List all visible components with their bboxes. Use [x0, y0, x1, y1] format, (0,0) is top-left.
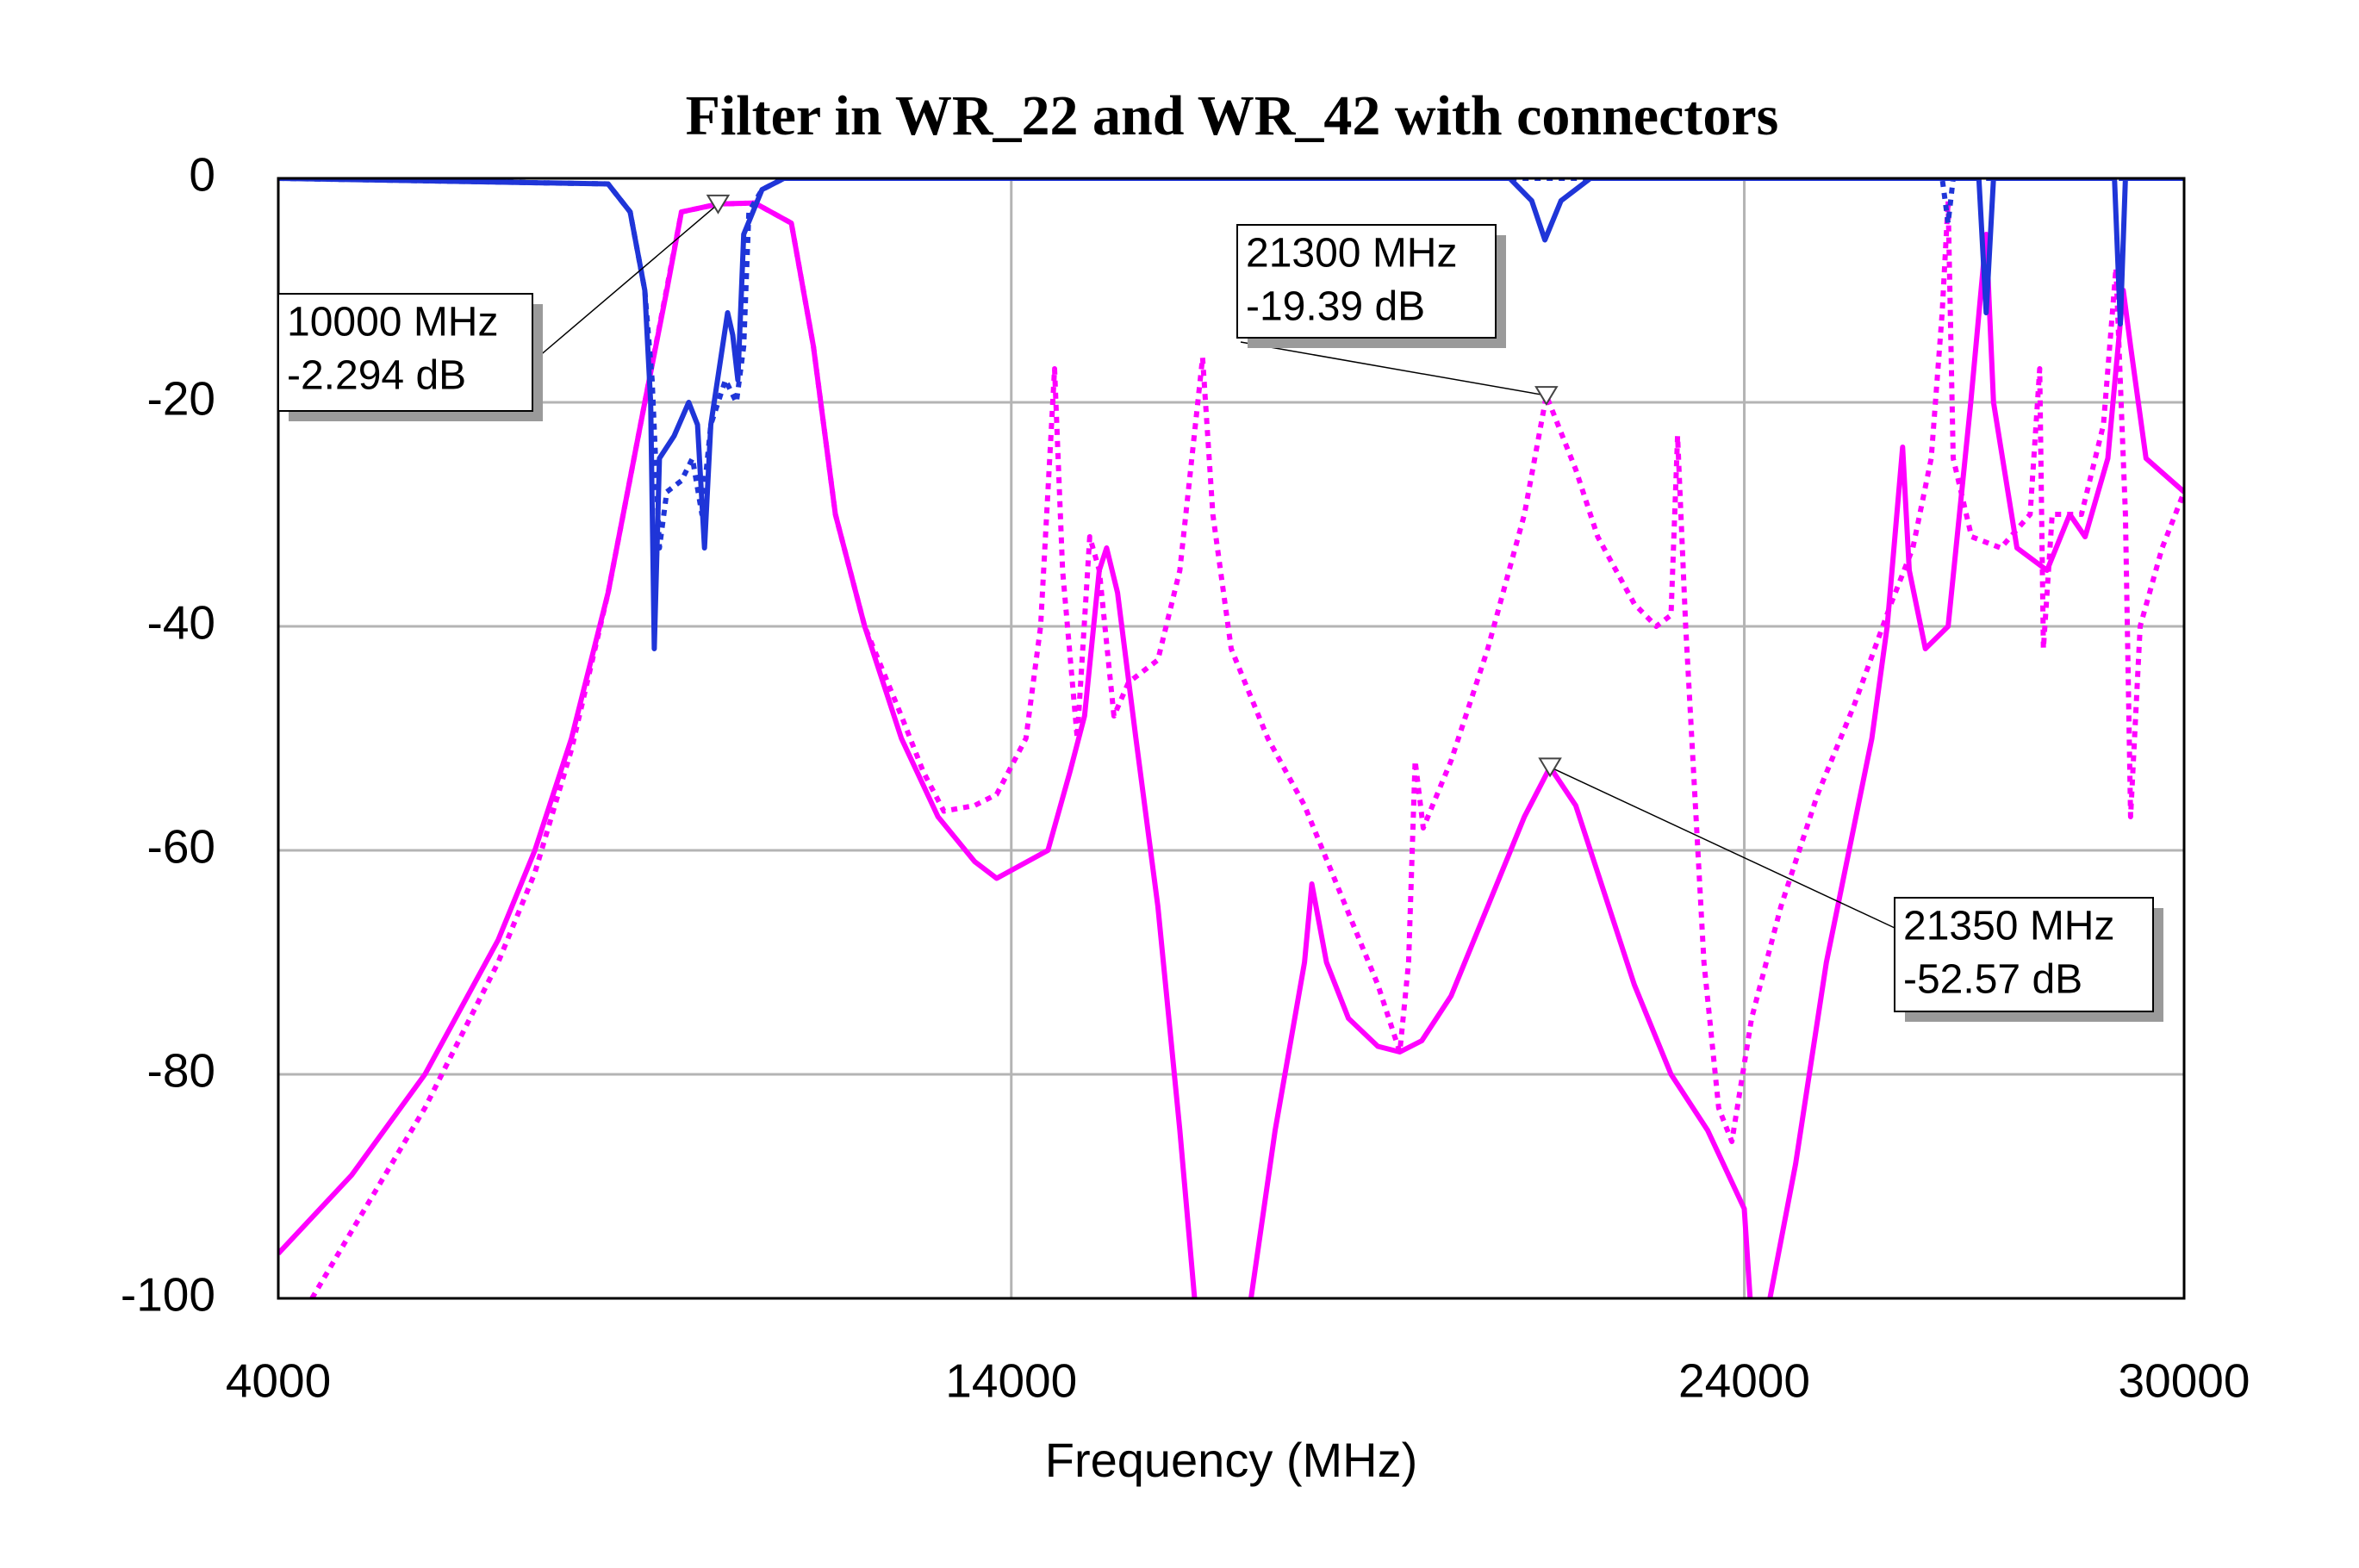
leader-line	[532, 203, 719, 363]
marker	[1534, 386, 1559, 407]
annotation-text: 21300 MHz	[1246, 231, 1457, 277]
annotation-box	[1894, 897, 2154, 1012]
y-tick-label: -60	[147, 820, 216, 874]
annotation-text: -2.294 dB	[287, 353, 466, 399]
x-axis-label: Frequency (MHz)	[1045, 1433, 1418, 1487]
plot-lines	[278, 178, 2184, 1298]
annotation-text: 10000 MHz	[287, 300, 498, 345]
y-tick-label: -80	[147, 1044, 216, 1098]
leader-line	[1240, 341, 1547, 396]
x-tick-label: 14000	[945, 1354, 1077, 1408]
annotation-text: -52.57 dB	[1903, 957, 2082, 1003]
annotation-box	[1236, 224, 1497, 339]
y-tick-label: -40	[147, 596, 216, 650]
series-line	[278, 178, 2184, 651]
series-line	[278, 178, 2184, 551]
marker	[1538, 757, 1562, 778]
leader-line	[1549, 766, 1895, 929]
x-tick-label: 4000	[226, 1354, 331, 1408]
plot-frame	[277, 177, 2186, 1300]
chart-title: Filter in WR_22 and WR_42 with connector…	[686, 84, 1779, 147]
x-tick-label: 30000	[2119, 1354, 2250, 1408]
annotation-box	[277, 293, 533, 412]
x-tick-label: 24000	[1678, 1354, 1810, 1408]
marker	[706, 194, 731, 215]
y-tick-label: -20	[147, 372, 216, 426]
series-line	[309, 198, 2184, 1298]
annotations: 10000 MHz -2.294 dB 21300 MHz -19.39 dB 2135…	[277, 194, 2163, 1022]
annotation-text: -19.39 dB	[1246, 284, 1425, 330]
y-tick-label: 0	[189, 148, 215, 202]
annotation-text: 21350 MHz	[1903, 904, 2114, 949]
y-tick-label: -100	[121, 1268, 215, 1322]
